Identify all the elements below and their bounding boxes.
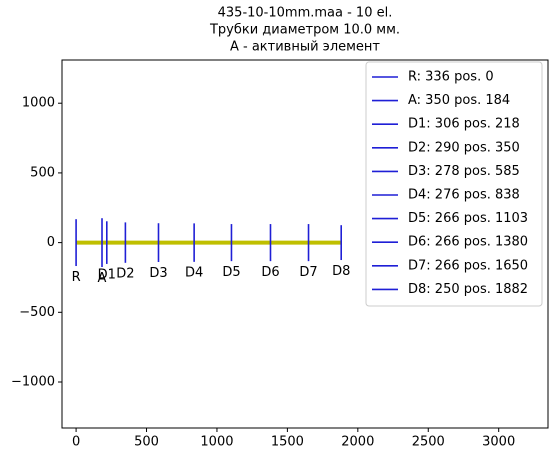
y-tick-label: −1000	[11, 375, 55, 390]
legend-label: R: 336 pos. 0	[408, 70, 494, 85]
x-tick-label: 3000	[482, 435, 515, 450]
x-tick-label: 2000	[341, 435, 374, 450]
element-label: D8	[332, 264, 350, 279]
plot-frame	[61, 59, 549, 429]
chart-title: 435-10-10mm.maa - 10 el.	[218, 6, 393, 21]
element-label: D5	[222, 265, 240, 280]
x-tick-label: 2500	[412, 435, 445, 450]
element-label: R	[72, 270, 81, 285]
legend-label: D2: 290 pos. 350	[408, 140, 520, 155]
legend-label: D5: 266 pos. 1103	[408, 211, 528, 226]
legend-label: A: 350 pos. 184	[408, 93, 510, 108]
element-label: D2	[116, 267, 134, 282]
chart-title: Трубки диаметром 10.0 мм.	[209, 23, 400, 38]
y-tick-label: 500	[30, 165, 55, 180]
element-label: D7	[299, 265, 317, 280]
y-tick-label: 0	[47, 235, 55, 250]
y-tick-label: 1000	[22, 96, 55, 111]
element-label: D1	[98, 268, 116, 283]
legend-box	[365, 61, 543, 307]
element-label: A	[98, 271, 107, 286]
legend-label: D8: 250 pos. 1882	[408, 282, 528, 297]
element-label: D3	[149, 266, 167, 281]
legend-label: D4: 276 pos. 838	[408, 188, 520, 203]
chart-title: A - активный элемент	[230, 40, 380, 55]
y-tick-label: −500	[19, 305, 55, 320]
element-label: D4	[185, 266, 203, 281]
legend-label: D6: 266 pos. 1380	[408, 235, 528, 250]
x-tick-label: 0	[72, 435, 80, 450]
x-tick-label: 500	[134, 435, 159, 450]
element-label: D6	[261, 265, 279, 280]
x-tick-label: 1000	[200, 435, 233, 450]
x-tick-label: 1500	[271, 435, 304, 450]
legend-label: D3: 278 pos. 585	[408, 164, 520, 179]
legend-label: D1: 306 pos. 218	[408, 117, 520, 132]
legend-label: D7: 266 pos. 1650	[408, 258, 528, 273]
